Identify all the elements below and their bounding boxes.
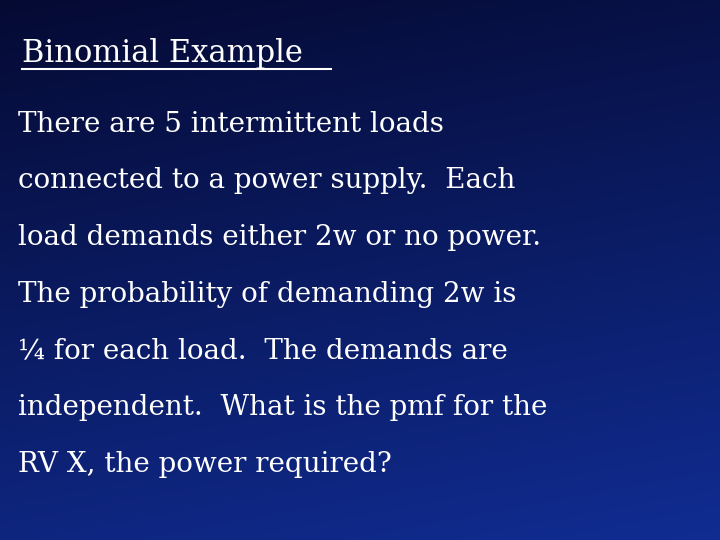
Text: There are 5 intermittent loads: There are 5 intermittent loads (18, 111, 444, 138)
Text: The probability of demanding 2w is: The probability of demanding 2w is (18, 281, 516, 308)
Text: independent.  What is the pmf for the: independent. What is the pmf for the (18, 394, 547, 421)
Text: connected to a power supply.  Each: connected to a power supply. Each (18, 167, 516, 194)
Text: Binomial Example: Binomial Example (22, 38, 302, 69)
Text: ¼ for each load.  The demands are: ¼ for each load. The demands are (18, 338, 508, 364)
Text: RV X, the power required?: RV X, the power required? (18, 451, 392, 478)
Text: load demands either 2w or no power.: load demands either 2w or no power. (18, 224, 541, 251)
